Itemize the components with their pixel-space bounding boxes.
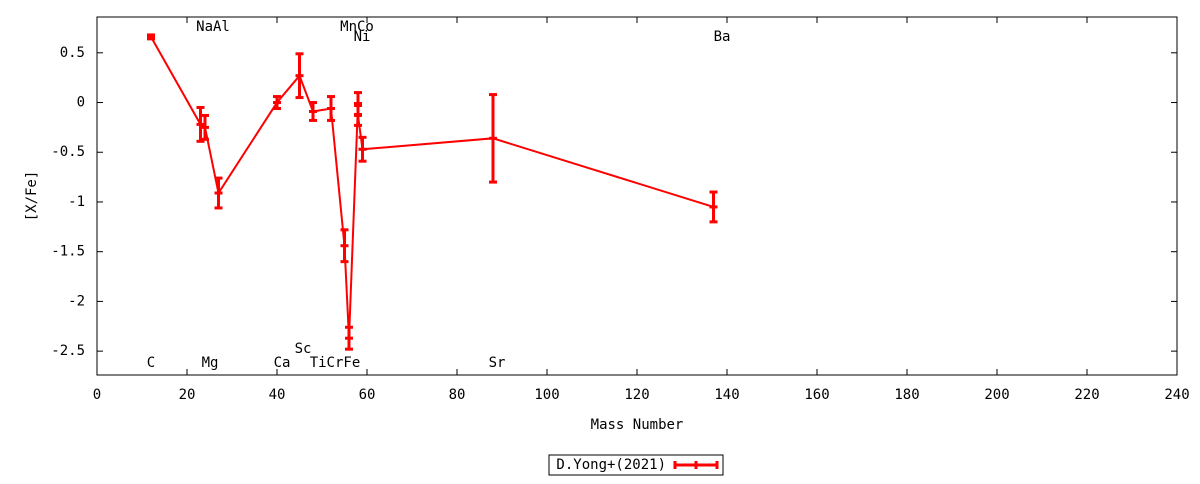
series-line (150, 36, 714, 339)
x-tick-label: 160 (804, 387, 829, 403)
error-bar (709, 190, 718, 224)
x-tick-label: 220 (1074, 387, 1099, 403)
x-tick-label: 120 (624, 387, 649, 403)
x-tick-label: 0 (93, 387, 101, 403)
legend-label: D.Yong+(2021) (556, 457, 666, 473)
x-tick-label: 40 (269, 387, 286, 403)
y-tick-label: -1.5 (51, 244, 85, 260)
element-label: Sr (489, 355, 506, 371)
error-bar (340, 228, 349, 264)
error-bar (345, 325, 353, 351)
element-label: NaAl (196, 19, 230, 35)
error-bar (147, 33, 155, 41)
error-bar (354, 104, 362, 127)
element-label: Sc (295, 341, 312, 357)
x-tick-label: 80 (449, 387, 466, 403)
error-bar (273, 95, 281, 110)
plot-frame (96, 16, 1178, 376)
element-label: TiCrFe (310, 355, 361, 371)
element-label: C (147, 355, 155, 371)
x-tick-label: 140 (714, 387, 739, 403)
x-tick-label: 180 (894, 387, 919, 403)
error-bar (327, 95, 335, 122)
y-tick-label: -2.5 (51, 343, 85, 359)
x-tick-label: 20 (179, 387, 196, 403)
y-tick-label: -2 (68, 293, 85, 309)
error-bar (309, 101, 317, 122)
y-tick-label: 0 (77, 95, 85, 111)
error-bar (201, 113, 209, 141)
x-tick-label: 100 (534, 387, 559, 403)
error-bar (358, 135, 367, 163)
x-tick-label: 60 (359, 387, 376, 403)
element-label: Ni (354, 29, 371, 45)
y-axis-label: [X/Fe] (24, 171, 40, 222)
x-tick-label: 240 (1164, 387, 1189, 403)
error-bar (214, 176, 223, 210)
error-bar (196, 105, 205, 143)
y-tick-label: -0.5 (51, 144, 85, 160)
x-tick-label: 200 (984, 387, 1009, 403)
error-bar (295, 52, 304, 100)
y-tick-label: -1 (68, 194, 85, 210)
element-label: MnCo (340, 19, 374, 35)
legend-box (548, 454, 724, 476)
element-label: Ca (274, 355, 291, 371)
element-label: Ba (714, 29, 731, 45)
element-label: Mg (202, 355, 219, 371)
x-axis-label: Mass Number (591, 417, 684, 433)
error-bar (489, 93, 497, 184)
y-tick-label: 0.5 (60, 45, 85, 61)
